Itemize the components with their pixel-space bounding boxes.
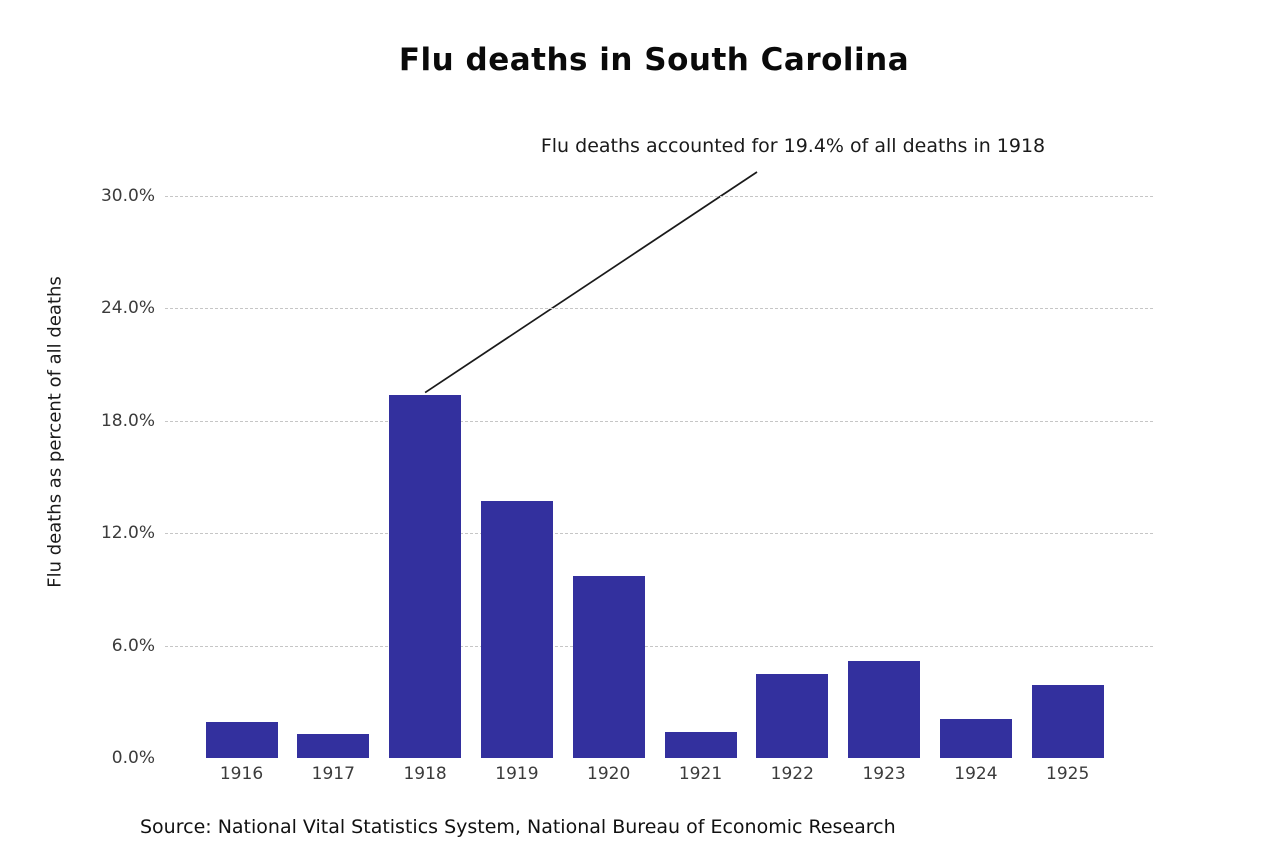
y-tick-label-6: 6.0% [111, 635, 155, 656]
y-tick-label-12: 12.0% [100, 523, 155, 544]
chart-title: Flu deaths in South Carolina [398, 42, 910, 78]
y-tick-label-24: 24.0% [100, 298, 155, 319]
bar-1919 [480, 501, 553, 758]
x-tick-label-1919: 1919 [495, 764, 539, 784]
bar-1918 [389, 394, 462, 758]
plot-area [165, 196, 1153, 758]
x-tick-label-1922: 1922 [770, 764, 814, 784]
x-tick-label-1916: 1916 [219, 764, 264, 784]
x-tick-label-1918: 1918 [403, 764, 447, 784]
x-tick-label-1917: 1917 [311, 764, 355, 784]
gridline-12pct [165, 533, 1153, 535]
gridline-18pct [165, 420, 1153, 422]
y-axis-label: Flu deaths as percent of all deaths [44, 276, 66, 588]
bar-1920 [572, 576, 645, 758]
bar-1917 [297, 733, 370, 758]
gridline-24pct [165, 308, 1153, 310]
bar-1924 [939, 718, 1012, 758]
y-tick-label-0: 0.0% [111, 748, 155, 768]
x-tick-label-1923: 1923 [862, 764, 906, 784]
bar-1921 [664, 731, 737, 758]
x-tick-label-1920: 1920 [587, 764, 631, 784]
gridline-6pct [165, 645, 1153, 647]
x-tick-label-1924: 1924 [954, 764, 998, 784]
bar-1925 [1031, 684, 1104, 758]
source-note: Source: National Vital Statistics System… [140, 816, 896, 838]
y-tick-label-18: 18.0% [100, 410, 155, 431]
bar-1923 [848, 660, 921, 758]
gridline-30pct [165, 196, 1153, 197]
bar-1922 [756, 673, 829, 758]
annotation-text: Flu deaths accounted for 19.4% of all de… [540, 135, 1046, 157]
bar-1916 [205, 722, 278, 758]
y-tick-label-30: 30.0% [100, 186, 155, 206]
x-tick-label-1925: 1925 [1046, 764, 1090, 784]
x-tick-label-1921: 1921 [678, 764, 723, 784]
